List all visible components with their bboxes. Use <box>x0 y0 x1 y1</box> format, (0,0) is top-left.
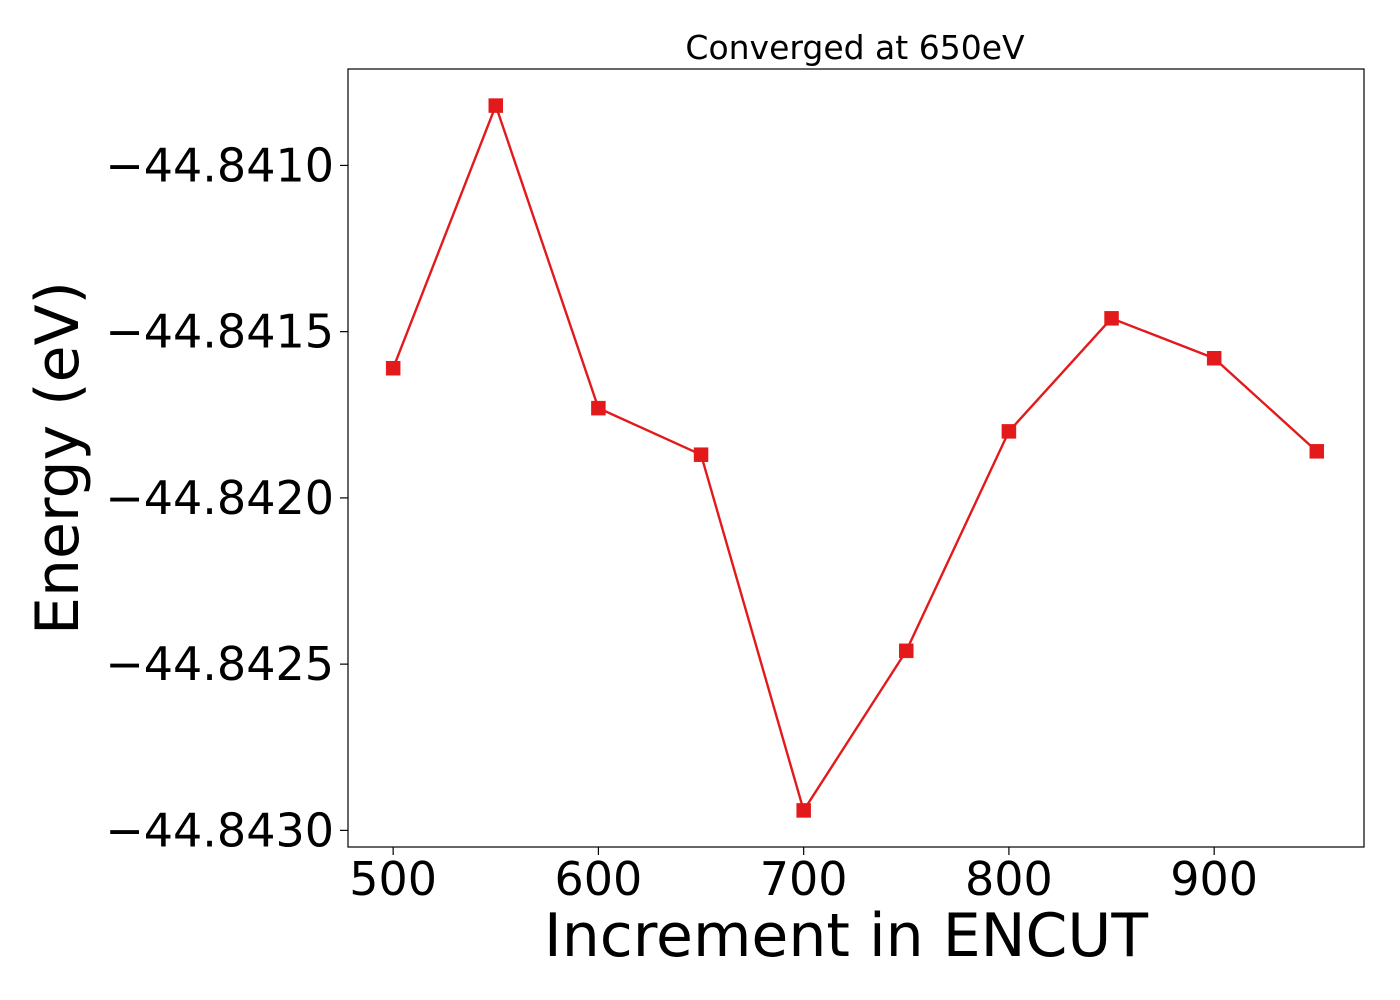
y-tick-label: −44.8410 <box>105 138 334 192</box>
data-point-marker <box>796 803 811 818</box>
y-axis-label: Energy (eV) <box>23 281 93 635</box>
plot-area <box>347 68 1365 848</box>
data-point-marker <box>1104 311 1119 326</box>
chart-title: Converged at 650eV <box>685 28 1025 67</box>
y-tick-label: −44.8430 <box>105 803 334 857</box>
x-axis-ticks: 500 600 700 800 900 <box>349 847 1258 906</box>
series-line <box>392 104 1318 812</box>
x-tick-label: 700 <box>760 852 848 906</box>
x-tick-label: 500 <box>349 852 437 906</box>
x-axis-label: Increment in ENCUT <box>544 901 1148 971</box>
plot-frame <box>347 68 1365 848</box>
y-tick-label: −44.8415 <box>105 305 334 359</box>
data-point-marker <box>1001 424 1017 439</box>
data-point-marker <box>899 643 914 659</box>
x-tick-label: 800 <box>965 852 1053 906</box>
x-tick-label: 900 <box>1170 852 1258 906</box>
data-point-marker <box>591 400 606 416</box>
y-tick-label: −44.8420 <box>105 471 334 525</box>
data-point-marker <box>385 360 401 376</box>
x-tick-label: 600 <box>555 852 643 906</box>
data-point-marker <box>488 98 504 113</box>
data-point-marker <box>1309 444 1325 459</box>
y-tick-label: −44.8425 <box>105 637 334 691</box>
data-point-marker <box>1206 351 1222 366</box>
y-axis-ticks: −44.8410 −44.8415 −44.8420 −44.8425 −44.8430 <box>105 138 348 857</box>
data-point-marker <box>693 447 709 462</box>
